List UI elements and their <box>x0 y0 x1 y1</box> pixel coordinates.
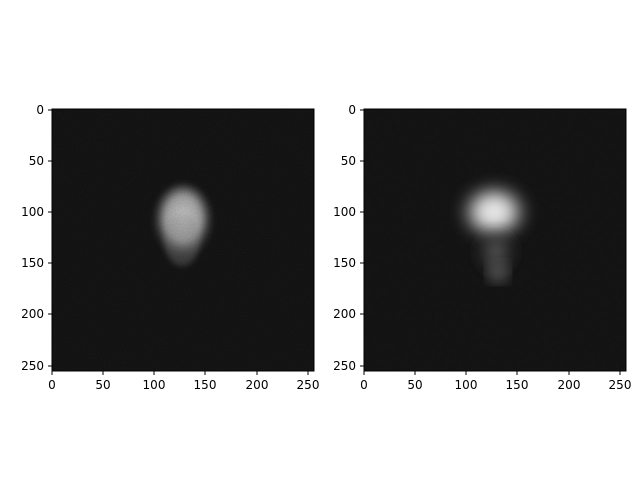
left-image <box>52 109 314 371</box>
xtick-label: 0 <box>360 378 368 392</box>
xtick-label: 250 <box>609 378 632 392</box>
xtick-label: 100 <box>143 378 166 392</box>
ytick-label: 250 <box>21 359 44 373</box>
xtick-label: 100 <box>455 378 478 392</box>
left-ytick-labels: 0 50 100 150 200 250 <box>21 103 44 373</box>
ytick-label: 100 <box>21 205 44 219</box>
ytick-label: 150 <box>21 256 44 270</box>
ytick-label: 0 <box>36 103 44 117</box>
xtick-label: 150 <box>194 378 217 392</box>
ytick-label: 250 <box>333 359 356 373</box>
right-axes-frame <box>363 108 627 372</box>
xtick-label: 200 <box>246 378 269 392</box>
xtick-label: 0 <box>48 378 56 392</box>
left-xtick-labels: 0 50 100 150 200 250 <box>48 378 319 392</box>
xtick-label: 50 <box>407 378 422 392</box>
ytick-label: 50 <box>29 154 44 168</box>
left-axes-ticks <box>48 109 309 375</box>
xtick-label: 50 <box>95 378 110 392</box>
ytick-label: 0 <box>348 103 356 117</box>
ytick-label: 150 <box>333 256 356 270</box>
xtick-label: 150 <box>506 378 529 392</box>
ytick-label: 50 <box>341 154 356 168</box>
right-ytick-labels: 0 50 100 150 200 250 <box>333 103 356 373</box>
left-axes-frame <box>51 108 315 372</box>
right-axes-ticks <box>360 109 621 375</box>
ytick-label: 200 <box>21 307 44 321</box>
ytick-label: 100 <box>333 205 356 219</box>
ytick-label: 200 <box>333 307 356 321</box>
xtick-label: 200 <box>558 378 581 392</box>
right-image <box>364 109 626 371</box>
right-xtick-labels: 0 50 100 150 200 250 <box>360 378 631 392</box>
xtick-label: 250 <box>297 378 320 392</box>
